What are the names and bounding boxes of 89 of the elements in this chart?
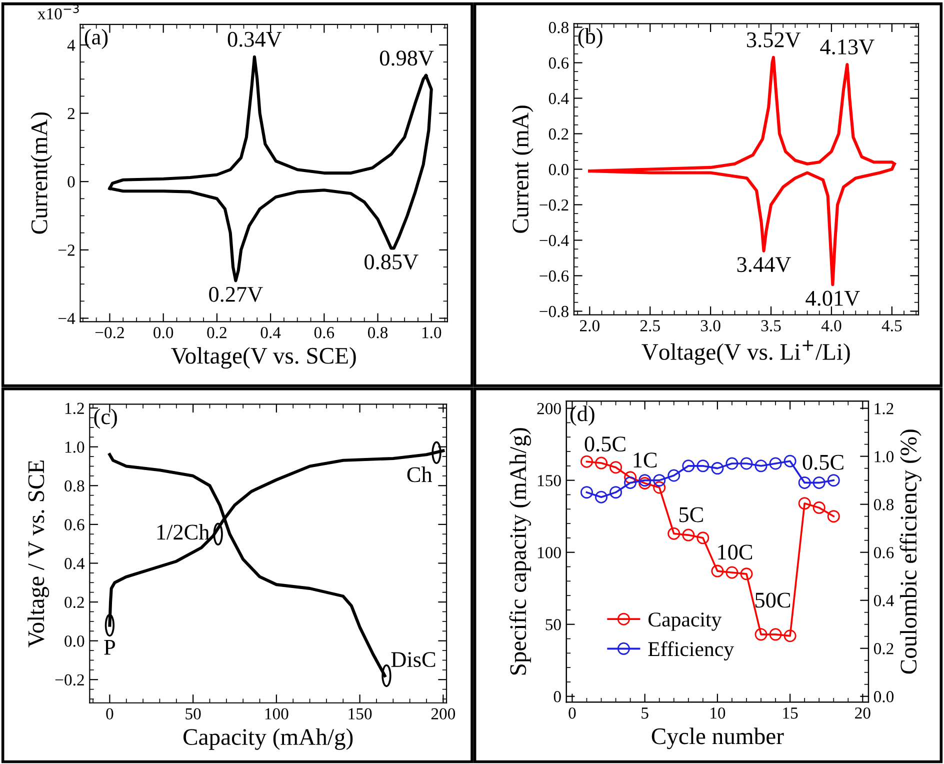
y-tick-label: 0 (68, 176, 75, 188)
x-tick-label: 2.0 (580, 320, 600, 332)
y-tick-label: 0.4 (64, 558, 85, 570)
y-tick-label: 0.8 (548, 22, 568, 34)
y-tick-label: 100 (538, 547, 561, 558)
annotation: DisC (391, 652, 436, 668)
x-tick-label: 0.2 (207, 326, 226, 338)
annotation: (a) (84, 28, 108, 50)
x-tick-label: 2.5 (640, 320, 660, 332)
annotation: 3.44V (737, 257, 791, 272)
x-tick-label: 0 (106, 708, 114, 720)
annotation: 50C (756, 592, 790, 608)
x-tick-label: 0.8 (368, 326, 388, 338)
annotation: 5C (679, 507, 703, 522)
annotation: Ch (407, 466, 432, 482)
y-tick-label: 0.6 (548, 57, 569, 69)
y-tick-label: −0.6 (540, 270, 569, 282)
annotation: 1/2Ch (157, 524, 210, 540)
y2-tick-label: 1.0 (874, 451, 894, 462)
y-tick-label: 1.0 (65, 442, 84, 453)
y-tick-label: 50 (546, 619, 561, 630)
y-tick-label: 0.0 (548, 164, 568, 176)
y-tick-label: 2 (68, 108, 74, 120)
x-tick-label: 4.5 (882, 320, 902, 332)
y2-tick-label: 0.6 (874, 547, 894, 558)
x-tick-label: 5 (642, 708, 648, 719)
y-tick-label: −4 (58, 313, 76, 324)
y-tick-label: 0.2 (64, 596, 84, 608)
x-tick-label: 3.0 (700, 320, 720, 332)
annotation: 4.13V (820, 40, 874, 55)
y-axis-title: Voltage / V vs. SCE (28, 460, 50, 648)
y-tick-label: 0.8 (64, 480, 84, 492)
y-tick-label: 0.4 (548, 92, 569, 104)
y-tick-label: −0.4 (540, 234, 569, 246)
annotation: 4.01V (806, 290, 860, 306)
x-tick-label: 0.0 (154, 326, 174, 338)
y-tick-label: −0.2 (55, 674, 84, 686)
y-tick-label: 0.6 (64, 519, 84, 530)
annotation: 3.52V (747, 32, 801, 48)
annotation: 10C (718, 544, 752, 560)
x-axis-title: Capacity (mAh/g) (184, 728, 353, 750)
annotation: 0.85V (364, 254, 418, 270)
y2-tick-label: 0.2 (874, 643, 894, 654)
y2-tick-label: 0.0 (874, 691, 894, 702)
x-tick-label: 3.5 (761, 320, 781, 332)
x-tick-label: 0.6 (314, 326, 334, 338)
annotation: (c) (94, 408, 117, 429)
y2-tick-label: 0.4 (874, 595, 894, 606)
x-axis-title: Voltage(V vs. Li$^{+}$/Li) (642, 340, 850, 365)
y-tick-label: 1.2 (65, 402, 84, 414)
y-tick-label: 4 (67, 40, 76, 51)
annotation: (d) (570, 406, 594, 426)
annotation: 0.27V (209, 286, 263, 302)
x-tick-label: 50 (186, 708, 201, 720)
x-tick-label: 150 (348, 708, 372, 720)
x-tick-label: 100 (265, 708, 288, 720)
y-tick-label: −2 (58, 244, 74, 256)
annotation: (b) (578, 28, 602, 48)
legend-label: Capacity (648, 612, 722, 631)
x-tick-label: 10 (710, 707, 726, 719)
legend-label: Efficiency (648, 641, 734, 660)
x-tick-label: 15 (783, 708, 798, 719)
y2-tick-label: 0.8 (874, 499, 894, 510)
y-tick-label: 150 (538, 475, 561, 486)
y2-axis-title: Coulombic efficiency (%) (900, 430, 922, 674)
annotation: P (104, 640, 115, 655)
x-axis-title: Voltage(V vs. SCE) (171, 347, 356, 369)
x-tick-label: 1.0 (422, 326, 442, 338)
annotation: 0.98V (380, 50, 434, 66)
x-tick-label: −0.2 (95, 326, 124, 338)
y2-tick-label: 1.2 (874, 403, 894, 414)
annotation: 0.5C (584, 436, 626, 452)
y-tick-label: 0.2 (548, 128, 568, 140)
y-tick-label: 200 (537, 403, 561, 414)
x-tick-label: 20 (855, 707, 870, 719)
x-axis-title: Cycle number (652, 728, 784, 750)
x-tick-label: 4.0 (821, 320, 842, 332)
annotation: 0.5C (802, 454, 844, 470)
y-axis-title: Current (mA) (512, 106, 534, 233)
y-axis-title: Current(mA) (30, 112, 52, 234)
x-tick-label: 0.4 (260, 326, 281, 338)
y-tick-label: 0.0 (64, 636, 84, 647)
y-tick-label: −0.2 (540, 199, 568, 211)
y-tick-label: 0 (554, 691, 561, 702)
y-axis-title: Specific capacity (mAh/g) (509, 428, 531, 675)
annotation: 1C (634, 452, 657, 468)
x-tick-label: 200 (431, 708, 456, 720)
annotation: 0.34V (228, 32, 282, 47)
y-tick-label: −0.8 (540, 306, 568, 318)
